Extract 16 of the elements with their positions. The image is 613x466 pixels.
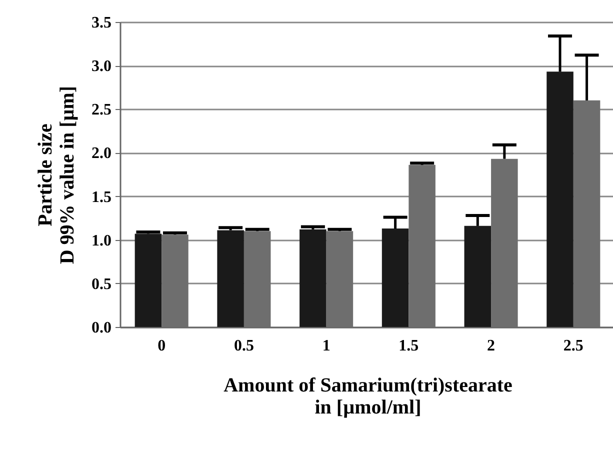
- x-tick-label: 1.5: [398, 338, 419, 354]
- y-tick-label: 2.0: [92, 145, 112, 162]
- x-tick-label: 1: [322, 338, 330, 354]
- x-tick-label: 0.5: [234, 338, 254, 354]
- y-tick-label: 3.5: [92, 14, 112, 32]
- y-tick-label: 1.0: [92, 232, 112, 250]
- x-tick-label: 2.5: [563, 338, 584, 354]
- x-axis-title: Amount of Samarium(tri)stearate in [µmol/ml]: [224, 374, 513, 418]
- y-axis-title: Particle size D 99% value in [µm]: [34, 86, 78, 264]
- y-tick-label: 1.5: [92, 188, 112, 206]
- y-tick-label: 2.5: [92, 102, 112, 119]
- x-tick-label: 0: [158, 338, 166, 354]
- y-tick-label: 0.0: [92, 320, 112, 336]
- y-tick-label: 0.5: [92, 276, 112, 293]
- x-tick-label: 2: [487, 338, 496, 354]
- y-tick-label: 3.0: [92, 58, 112, 76]
